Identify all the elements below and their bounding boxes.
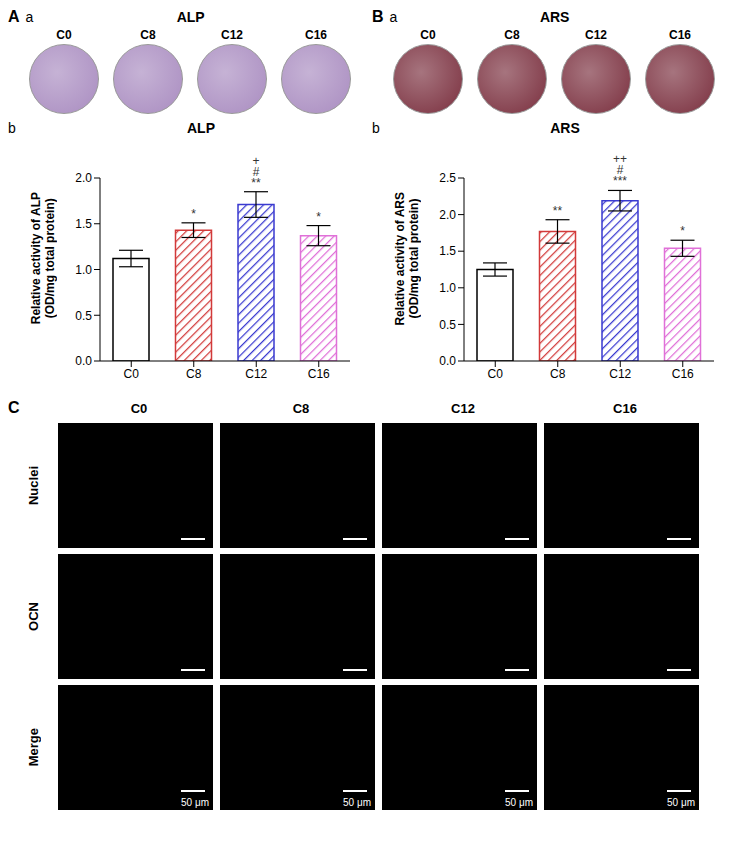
html-text:C0: C0 [420,28,436,42]
html-text:C12: C12 [585,28,607,42]
svg-text:*: * [680,224,685,238]
html-text:ALP: ALP [176,9,205,25]
svg-text:C12: C12 [245,367,267,381]
html-text:C16: C16 [305,28,327,42]
html-text:ARS: ARS [550,120,580,136]
html-text:A a: A a [8,8,34,25]
html-text:50 μm: 50 μm [343,797,371,808]
html-text:C8: C8 [504,28,520,42]
html-text:OCN: OCN [25,602,41,631]
html-text:C0: C0 [130,401,148,416]
svg-text:*: * [191,207,196,221]
svg-text:C0: C0 [124,367,140,381]
html-text:Nuclei: Nuclei [25,466,41,505]
svg-text:2.5: 2.5 [439,171,456,185]
svg-text:*: * [316,210,321,224]
html-text:B a: B a [372,8,398,25]
html-text:C12: C12 [451,401,475,416]
svg-text:0.5: 0.5 [439,318,456,332]
svg-text:2.0: 2.0 [75,171,92,185]
html-text:Merge: Merge [25,728,41,767]
svg-text:0.5: 0.5 [75,309,92,323]
html-text:(OD/mg total protein): (OD/mg total protein) [407,198,421,319]
svg-text:1.0: 1.0 [75,263,92,277]
svg-text:C8: C8 [186,367,202,381]
svg-text:C8: C8 [550,367,566,381]
html-text:C0: C0 [56,28,72,42]
svg-text:2.0: 2.0 [439,208,456,222]
html-text:ALP: ALP [187,120,215,136]
svg-text:0.0: 0.0 [439,354,456,368]
html-text:ARS: ARS [539,9,570,25]
html-text:C16: C16 [669,28,691,42]
html-text:C12: C12 [221,28,243,42]
svg-text:0.0: 0.0 [75,354,92,368]
svg-text:++: ++ [613,152,627,166]
svg-text:1.5: 1.5 [75,217,92,231]
html-text:Relative activity of ARS: Relative activity of ARS [393,191,407,326]
html-text:Relative activity of ALP: Relative activity of ALP [29,192,43,325]
html-text:50 μm: 50 μm [667,797,695,808]
html-text:C: C [8,399,20,416]
svg-text:C16: C16 [672,367,694,381]
html-text:C8: C8 [292,401,310,416]
svg-text:C0: C0 [488,367,504,381]
html-text:b: b [372,120,380,136]
html-text:(OD/mg total protein): (OD/mg total protein) [43,198,57,319]
html-text:50 μm: 50 μm [505,797,533,808]
html-text:50 μm: 50 μm [181,797,209,808]
html-text:C16: C16 [613,401,637,416]
html-text:C8: C8 [140,28,156,42]
svg-text:+: + [252,154,259,168]
svg-text:1.0: 1.0 [439,281,456,295]
html-text:b: b [8,120,16,136]
svg-text:C16: C16 [308,367,330,381]
svg-text:C12: C12 [609,367,631,381]
svg-text:1.5: 1.5 [439,244,456,258]
svg-text:**: ** [553,204,563,218]
